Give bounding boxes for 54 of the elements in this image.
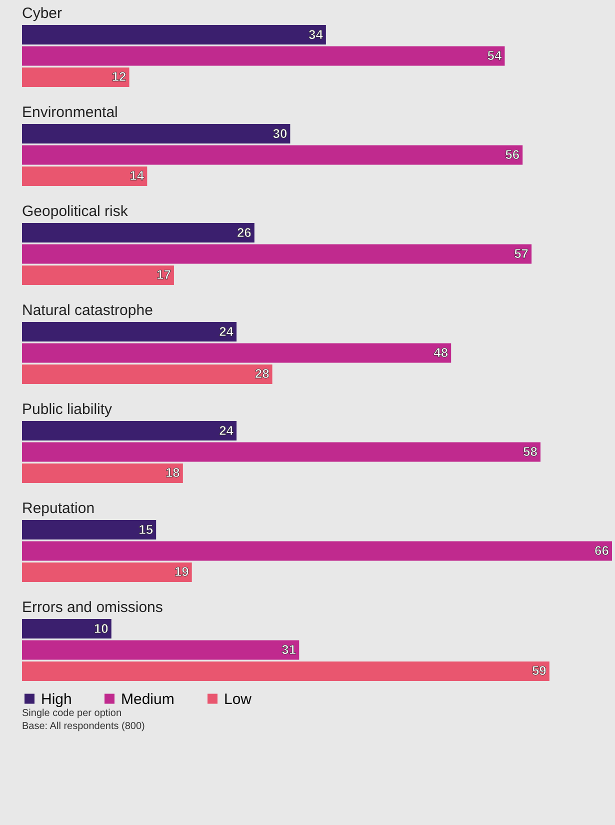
data-label: 56 — [505, 147, 520, 162]
data-label: 19 — [174, 564, 189, 580]
bar — [22, 520, 156, 540]
y-tick-label: Cyber — [22, 5, 62, 22]
bar — [22, 640, 300, 660]
data-label: 30 — [272, 126, 288, 141]
data-label: 31 — [282, 642, 296, 657]
bar — [22, 46, 505, 66]
bar — [22, 124, 290, 144]
bar — [22, 364, 272, 384]
bar — [22, 145, 523, 165]
data-label: 59 — [532, 663, 546, 678]
data-label: 28 — [254, 366, 270, 382]
data-label: 17 — [156, 267, 171, 282]
y-tick-label: Reputation — [22, 500, 95, 517]
bar — [22, 562, 192, 582]
y-tick-label: Geopolitical risk — [22, 203, 128, 220]
bar — [22, 25, 326, 45]
y-tick-label: Environmental — [22, 104, 118, 121]
data-label: 14 — [130, 168, 145, 184]
data-label: 58 — [523, 444, 538, 459]
bar — [22, 442, 540, 462]
bar — [22, 322, 237, 342]
bar — [22, 619, 112, 639]
data-label: 18 — [165, 465, 180, 480]
data-label: 34 — [308, 26, 324, 42]
data-label: 66 — [594, 543, 609, 558]
data-label: 54 — [487, 48, 502, 63]
bar — [22, 244, 532, 264]
text: Base: All respondents (800) — [22, 720, 146, 733]
data-label: 26 — [236, 224, 252, 240]
bar — [22, 421, 237, 441]
data-label: 24 — [219, 324, 234, 339]
text: Single code per option — [22, 707, 123, 720]
data-label: 48 — [434, 345, 448, 360]
data-label: 10 — [94, 620, 108, 636]
legend-label: Medium — [121, 690, 174, 708]
bar — [22, 67, 130, 87]
bar — [22, 661, 550, 681]
bar — [22, 343, 452, 363]
y-tick-label: Natural catastrophe — [22, 302, 153, 319]
bar — [22, 463, 183, 483]
legend-label: Low — [224, 690, 252, 708]
data-label: 12 — [112, 69, 126, 84]
bar — [22, 265, 174, 285]
bar — [22, 223, 254, 243]
bar — [22, 166, 148, 186]
bar — [22, 541, 612, 561]
data-label: 57 — [514, 246, 529, 261]
y-tick-label: Errors and omissions — [22, 599, 163, 616]
legend-label: High — [41, 690, 72, 708]
data-label: 15 — [138, 522, 154, 537]
y-tick-label: Public liability — [22, 401, 113, 418]
data-label: 24 — [219, 422, 234, 438]
